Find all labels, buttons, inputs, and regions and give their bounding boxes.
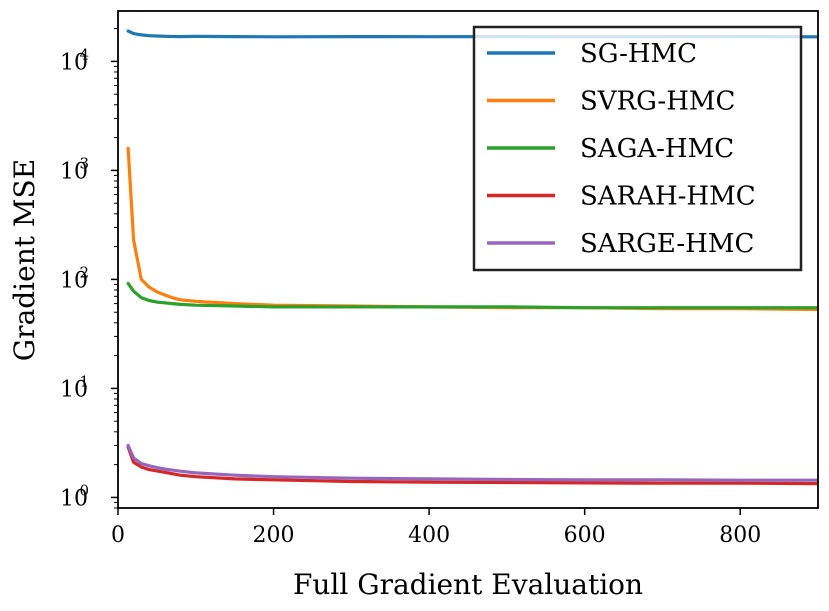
plot-frame: [117, 10, 819, 509]
axes-frame: [117, 10, 819, 509]
x-tick-label: 200: [253, 523, 295, 548]
series-line-saga-hmc: [126, 281, 818, 310]
y-tick-label: 102: [60, 263, 89, 293]
x-tick-label: 600: [564, 523, 606, 548]
legend-label-saga-hmc: SAGA-HMC: [580, 134, 734, 164]
legend-label-sarah-hmc: SARAH-HMC: [580, 182, 756, 212]
legend: SG-HMC SVRG-HMC SAGA-HMC SARAH-HMC SARGE-HMC: [472, 25, 803, 272]
x-axis-label: Full Gradient Evaluation: [293, 568, 643, 601]
legend-label-sg-hmc: SG-HMC: [580, 39, 697, 69]
legend-label-sarge-hmc: SARGE-HMC: [580, 229, 754, 259]
series-line-sarge-hmc: [126, 443, 818, 482]
y-tick-label: 104: [60, 45, 89, 75]
axes-ticks: 0 200 400 600 800 100 101 102 103 104: [60, 28, 761, 548]
x-tick-label: 800: [719, 523, 761, 548]
y-tick-label: 103: [60, 154, 89, 184]
y-tick-label: 101: [60, 372, 89, 402]
y-tick-label: 100: [60, 481, 89, 511]
legend-label-svrg-hmc: SVRG-HMC: [580, 87, 735, 117]
series-line-sarah-hmc: [126, 445, 818, 486]
x-tick-label: 0: [111, 523, 125, 548]
y-axis-label: Gradient MSE: [8, 159, 41, 361]
x-tick-label: 400: [408, 523, 450, 548]
